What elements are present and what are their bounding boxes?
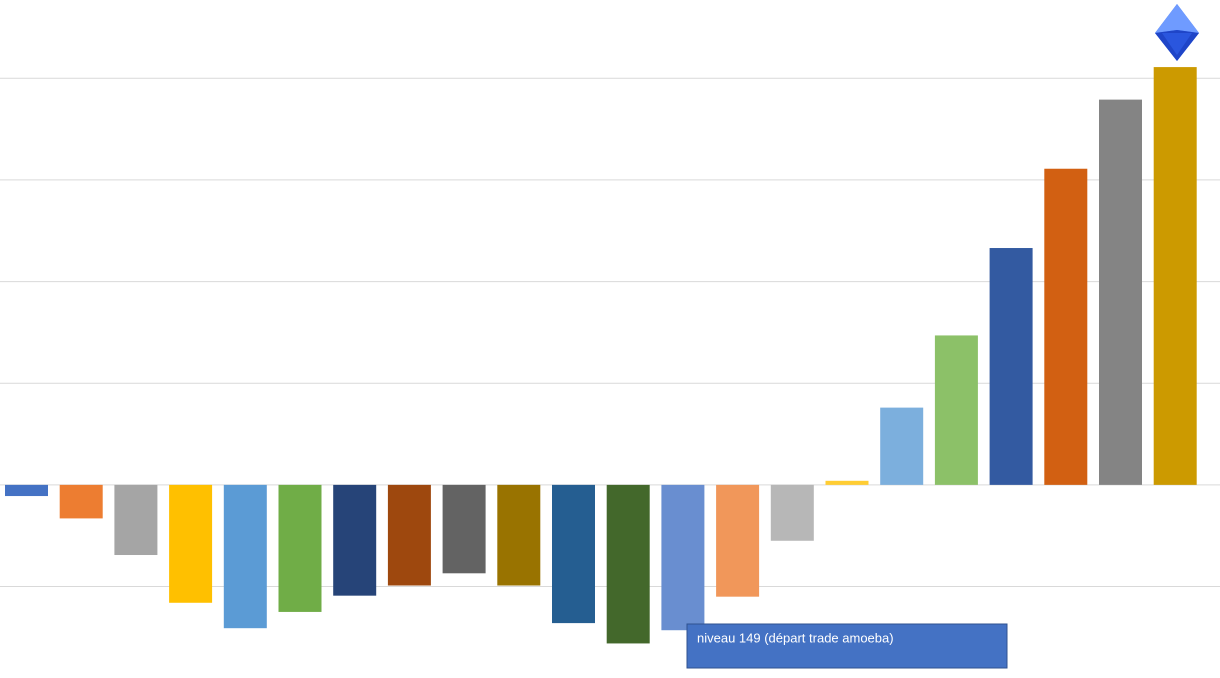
bar xyxy=(934,335,978,485)
bar xyxy=(770,484,814,541)
annotation-box xyxy=(686,623,1008,669)
bar xyxy=(552,484,595,624)
bar xyxy=(497,484,541,586)
bar xyxy=(5,484,48,497)
gem-icon xyxy=(1155,4,1199,61)
annotation: niveau 149 (départ trade amoeba) xyxy=(686,623,1008,669)
bar xyxy=(114,484,158,556)
bar xyxy=(333,484,377,596)
bar xyxy=(59,484,103,519)
bar xyxy=(1099,99,1142,485)
bar xyxy=(716,484,760,597)
bar xyxy=(387,484,431,586)
bar xyxy=(989,248,1033,485)
bar xyxy=(169,484,213,603)
bars xyxy=(5,67,1197,644)
bar xyxy=(880,407,924,485)
bar xyxy=(223,484,267,629)
bar xyxy=(1044,168,1088,485)
bar xyxy=(1153,67,1197,485)
bar xyxy=(606,484,650,644)
bar xyxy=(278,484,322,612)
bar xyxy=(442,484,486,574)
bar xyxy=(661,484,705,631)
bar xyxy=(825,480,869,485)
annotation-text: niveau 149 (départ trade amoeba) xyxy=(697,630,894,645)
